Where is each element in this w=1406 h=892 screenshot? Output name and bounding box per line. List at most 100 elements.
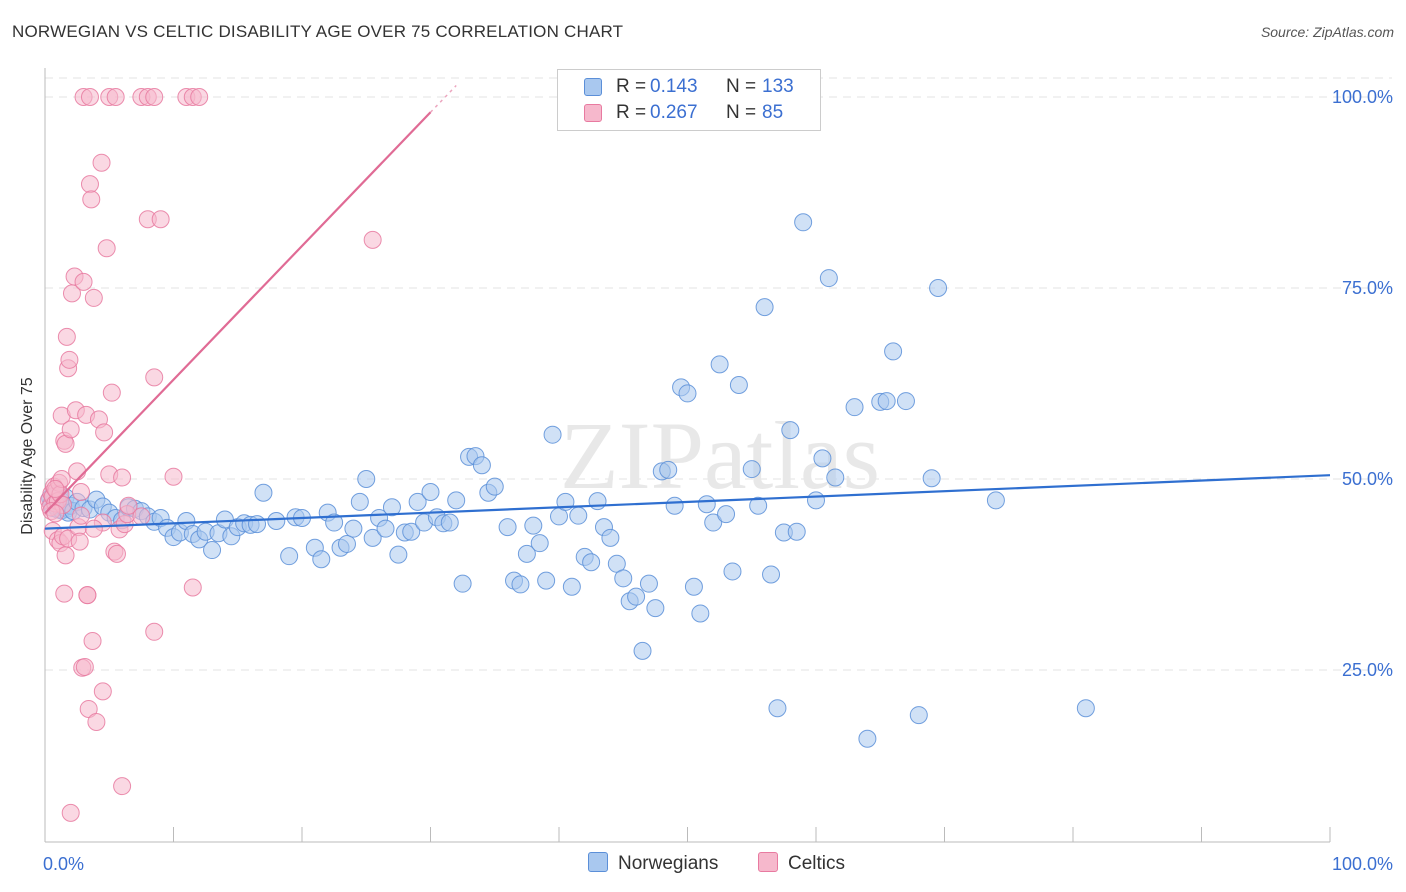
norwegian-point [704,513,723,532]
celtic-point [61,803,80,822]
norwegian-point [254,483,273,502]
legend-item-celtics[interactable]: Celtics [758,852,845,875]
celtic-point [71,482,90,501]
norwegian-point [440,513,459,532]
norwegians-swatch [588,852,608,872]
y-tick-label: 100.0% [1332,87,1393,107]
norwegian-point [382,498,401,517]
norwegian-point [601,528,620,547]
norwegian-point [877,392,896,411]
norwegian-point [562,577,581,596]
celtic-point [60,350,79,369]
norwegian-point [729,376,748,395]
norwegian-point [582,553,601,572]
norwegian-point [768,699,787,718]
norwegian-point [986,491,1005,510]
norwegian-point [543,425,562,444]
norwegians-trend-line [44,474,1331,530]
norwegian-point [408,492,427,511]
norwegian-point [472,456,491,475]
celtic-point [87,712,106,731]
celtic-point [145,88,164,106]
celtic-point [190,88,209,106]
celtics-label: Celtics [788,853,846,874]
legend-n-label: N = [726,102,757,123]
celtic-point [95,423,114,442]
norwegian-point [723,562,742,581]
norwegian-point [665,496,684,515]
norwegian-point [896,392,915,411]
celtic-point [145,368,164,387]
celtic-point [113,468,132,487]
norwegian-point [717,505,736,524]
norwegian-point [517,544,536,563]
celtic-point [82,190,101,209]
celtic-point [75,657,94,676]
norwegian-point [280,547,299,566]
celtic-point [55,584,74,603]
celtics-swatch [758,852,778,872]
celtic-point [183,578,202,597]
norwegian-point [511,575,530,594]
celtic-point [80,175,99,194]
x-tick-label: 0.0% [43,854,84,874]
celtic-point [113,777,132,796]
norwegian-point [646,599,665,618]
celtic-point [46,504,65,523]
norwegian-point [203,541,222,560]
norwegian-point [845,398,864,417]
norwegian-point [755,298,774,317]
legend-n-value: 85 [762,102,784,123]
norwegian-point [627,587,646,606]
norwegian-point [267,512,286,531]
norwegian-point [312,550,331,569]
norwegian-point [248,515,267,534]
norwegian-point [762,565,781,584]
celtics-trend-line [44,111,432,515]
norwegian-point [826,468,845,487]
celtic-point [80,88,99,106]
legend-r-value: 0.267 [650,102,698,123]
legend-r-value: 0.143 [650,76,698,97]
norwegian-point [344,519,363,538]
correlation-legend: R = 0.143 N = 133 R = 0.267 N = 85 [557,69,821,131]
norwegian-point [485,477,504,496]
celtic-point [106,88,125,106]
norwegian-point [807,491,825,510]
norwegian-point [588,492,607,511]
norwegians-label: Norwegians [618,853,719,874]
tick-labels: 25.0% 50.0% 75.0% 100.0% 0.0% 100.0% [43,87,1393,874]
norwegian-point [929,279,948,297]
watermark: ZIPatlas [560,402,880,509]
norwegian-point [530,534,549,553]
norwegian-point [498,518,517,537]
gridlines [45,77,1392,671]
norwegian-point [639,574,658,593]
celtic-point [57,327,76,346]
norwegian-point [749,496,768,515]
trend-lines [44,85,1331,530]
norwegian-point [421,482,440,501]
norwegian-point [710,355,729,374]
norwegian-point [357,470,376,488]
celtic-point [56,546,75,565]
norwegian-point [363,528,382,547]
legend-item-norwegians[interactable]: Norwegians [588,852,718,875]
celtic-point [119,496,138,515]
celtic-point [71,506,90,525]
celtic-point [107,544,126,563]
celtic-point [164,467,183,486]
celtic-point [74,272,93,291]
celtic-point [84,288,103,307]
norwegian-point [819,269,838,288]
norwegian-point [909,706,928,725]
norwegian-point [633,641,652,660]
axes [44,68,1331,843]
celtic-point [97,239,116,258]
norwegian-point [376,519,395,538]
legend-r-label: R = [616,76,647,97]
norwegian-point [922,469,941,488]
celtics-trend-extension [429,85,457,113]
norwegian-point [453,574,472,593]
